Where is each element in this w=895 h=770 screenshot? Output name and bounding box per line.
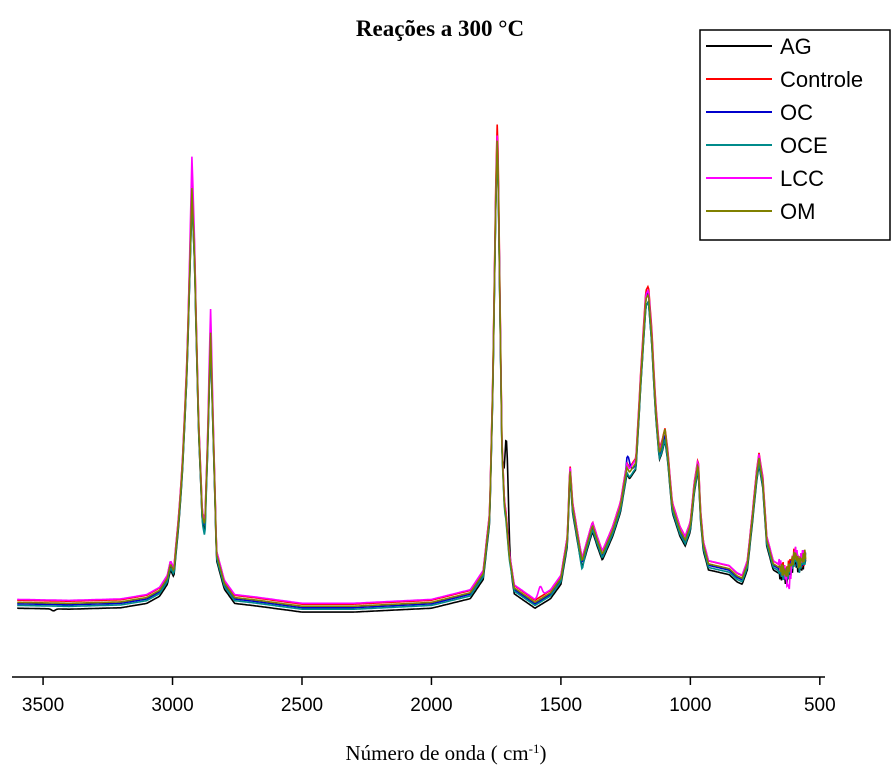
x-axis-label-end: ) [539,741,546,765]
chart-title: Reações a 300 °C [356,16,524,41]
series-line-om [17,140,807,608]
legend-box [699,29,891,241]
x-tick-label-2500: 2500 [281,695,323,716]
x-axis-label-main: Número de onda ( cm [346,741,529,765]
x-tick-label-2000: 2000 [410,695,452,716]
series-line-lcc [17,135,807,605]
x-axis-label: Número de onda ( cm-1) [346,741,547,766]
series-line-oce [17,150,807,611]
x-axis-ticks: 3500 3000 2500 2000 1500 1000 500 [22,677,836,716]
x-tick-label-3000: 3000 [151,695,193,716]
series-line-ag [17,148,807,613]
x-axis-label-superscript: -1 [529,741,540,756]
legend: AG Controle OC OCE LCC OM [699,29,891,241]
x-tick-label-1000: 1000 [669,695,711,716]
legend-label-om: OM [780,199,815,224]
legend-label-oc: OC [780,100,813,125]
legend-label-oce: OCE [780,133,828,158]
legend-label-controle: Controle [780,67,863,92]
x-tick-label-3500: 3500 [22,695,64,716]
legend-label-ag: AG [780,34,812,59]
x-tick-label-1500: 1500 [540,695,582,716]
legend-label-lcc: LCC [780,166,824,191]
plot-area [17,124,807,613]
x-tick-label-500: 500 [804,695,836,716]
